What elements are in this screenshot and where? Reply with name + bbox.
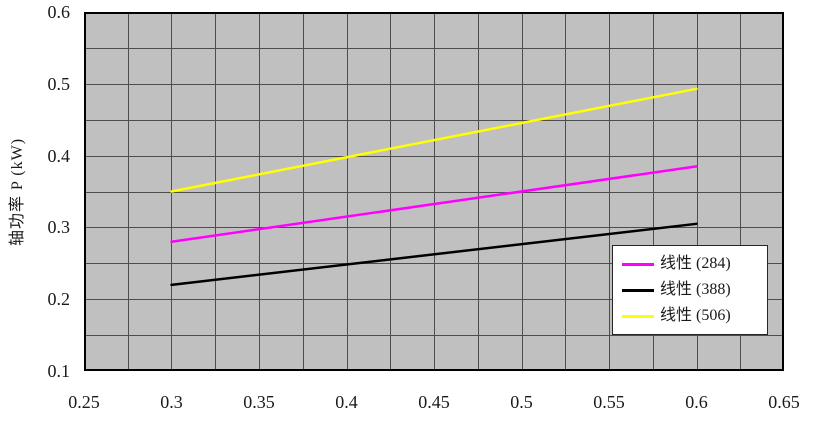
x-tick-label: 0.25 [68,392,100,412]
y-tick-label: 0.5 [47,73,71,94]
legend: 线性 (284) 线性 (388) 线性 (506) [612,245,768,335]
legend-item: 线性 (284) [622,251,767,277]
x-tick-label: 0.4 [335,392,358,412]
x-tick-label: 0.6 [685,392,708,412]
legend-item: 线性 (388) [622,277,767,303]
x-tick-label: 0.35 [243,392,275,412]
x-tick-label: 0.55 [593,392,625,412]
y-tick-label: 0.4 [47,145,71,166]
x-tick-label: 0.45 [418,392,450,412]
x-tick-label: 0.65 [768,392,800,412]
legend-line-swatch-black [622,288,654,292]
legend-label: 线性 (284) [660,255,731,272]
plot-area [84,12,784,371]
legend-item: 线性 (506) [622,303,767,329]
x-tick-label: 0.3 [160,392,183,412]
legend-label: 线性 (506) [660,307,731,324]
y-tick-label: 0.1 [47,361,71,381]
legend-label: 线性 (388) [660,281,731,298]
x-tick-label: 0.5 [510,392,533,412]
y-tick-label: 0.3 [47,217,71,238]
legend-line-swatch-magenta [622,262,654,266]
y-tick-label: 0.2 [47,289,71,310]
legend-line-swatch-yellow [622,314,654,318]
y-tick-label: 0.6 [47,2,71,22]
